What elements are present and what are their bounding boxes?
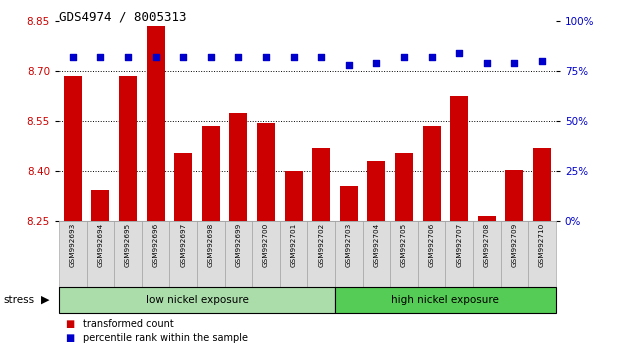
Point xyxy=(206,55,215,60)
Bar xyxy=(91,190,109,221)
Point xyxy=(509,61,519,66)
Bar xyxy=(395,153,413,221)
Text: GSM992705: GSM992705 xyxy=(401,223,407,267)
Point xyxy=(151,55,161,60)
Point xyxy=(233,55,243,60)
Point xyxy=(344,62,354,68)
Text: transformed count: transformed count xyxy=(83,319,173,329)
Text: high nickel exposure: high nickel exposure xyxy=(391,295,499,305)
Point xyxy=(371,61,381,66)
Text: ■: ■ xyxy=(65,319,75,329)
Text: GSM992710: GSM992710 xyxy=(539,223,545,267)
Bar xyxy=(119,76,137,221)
Text: GSM992706: GSM992706 xyxy=(428,223,435,267)
Text: GDS4974 / 8005313: GDS4974 / 8005313 xyxy=(59,11,186,24)
Text: GSM992698: GSM992698 xyxy=(208,223,214,267)
Text: GSM992704: GSM992704 xyxy=(373,223,379,267)
Point xyxy=(427,55,437,60)
Point xyxy=(399,55,409,60)
Text: GSM992707: GSM992707 xyxy=(456,223,462,267)
Point xyxy=(261,55,271,60)
Text: ■: ■ xyxy=(65,333,75,343)
Text: GSM992703: GSM992703 xyxy=(346,223,351,267)
Point xyxy=(68,55,78,60)
Bar xyxy=(478,216,496,221)
Bar xyxy=(533,148,551,221)
Point xyxy=(289,55,299,60)
Text: GSM992708: GSM992708 xyxy=(484,223,490,267)
Text: GSM992693: GSM992693 xyxy=(70,223,76,267)
Bar xyxy=(175,153,192,221)
Text: GSM992695: GSM992695 xyxy=(125,223,131,267)
Bar xyxy=(229,113,247,221)
Bar xyxy=(423,126,440,221)
Text: GSM992696: GSM992696 xyxy=(153,223,158,267)
Point xyxy=(482,61,492,66)
Point xyxy=(454,50,464,56)
Text: low nickel exposure: low nickel exposure xyxy=(145,295,248,305)
Point xyxy=(316,55,326,60)
Bar xyxy=(147,26,165,221)
Text: GSM992700: GSM992700 xyxy=(263,223,269,267)
Text: GSM992697: GSM992697 xyxy=(180,223,186,267)
Text: GSM992701: GSM992701 xyxy=(291,223,297,267)
Text: GSM992709: GSM992709 xyxy=(512,223,517,267)
Bar xyxy=(257,123,275,221)
Text: stress: stress xyxy=(3,295,34,305)
Bar xyxy=(284,171,302,221)
Text: GSM992699: GSM992699 xyxy=(235,223,242,267)
Bar xyxy=(450,96,468,221)
Text: ▶: ▶ xyxy=(41,295,50,305)
Point xyxy=(178,55,188,60)
Text: percentile rank within the sample: percentile rank within the sample xyxy=(83,333,248,343)
Bar xyxy=(505,170,524,221)
Bar xyxy=(312,148,330,221)
Bar xyxy=(64,76,82,221)
Bar xyxy=(368,161,386,221)
Text: GSM992694: GSM992694 xyxy=(97,223,103,267)
Bar xyxy=(202,126,220,221)
Point xyxy=(537,58,547,64)
Bar xyxy=(340,186,358,221)
Text: GSM992702: GSM992702 xyxy=(318,223,324,267)
Point xyxy=(96,55,106,60)
Point xyxy=(123,55,133,60)
